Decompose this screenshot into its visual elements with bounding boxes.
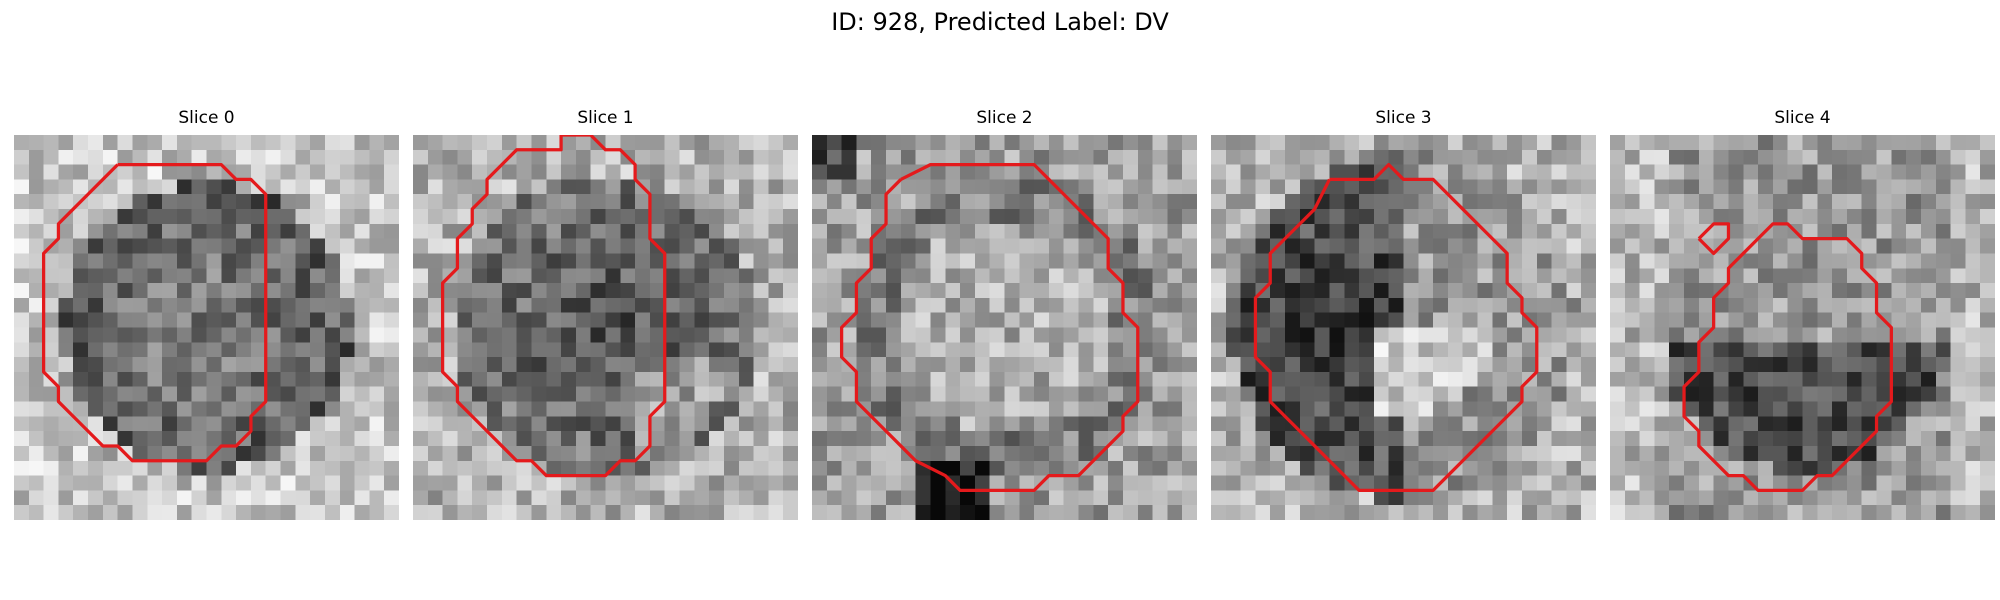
slice-title-2: Slice 2 (976, 108, 1033, 128)
slice-image-3 (1211, 135, 1596, 520)
slice-image-2 (812, 135, 1197, 520)
slice-image-0 (14, 135, 399, 520)
segmentation-contour-2-0 (839, 162, 1140, 493)
slice-image-1 (413, 135, 798, 520)
segmentation-contour-0-0 (41, 162, 268, 463)
segmentation-contour-4-0 (1682, 222, 1893, 493)
slice-title-4: Slice 4 (1774, 108, 1831, 128)
slice-title-1: Slice 1 (577, 108, 634, 128)
segmentation-contour-3-0 (1253, 162, 1539, 493)
slice-image-4 (1610, 135, 1995, 520)
slice-title-0: Slice 0 (178, 108, 235, 128)
segmentation-contour-1-0 (440, 135, 667, 478)
segmentation-contour-4-1 (1697, 222, 1731, 256)
slice-title-3: Slice 3 (1375, 108, 1432, 128)
figure-title: ID: 928, Predicted Label: DV (831, 8, 1169, 36)
